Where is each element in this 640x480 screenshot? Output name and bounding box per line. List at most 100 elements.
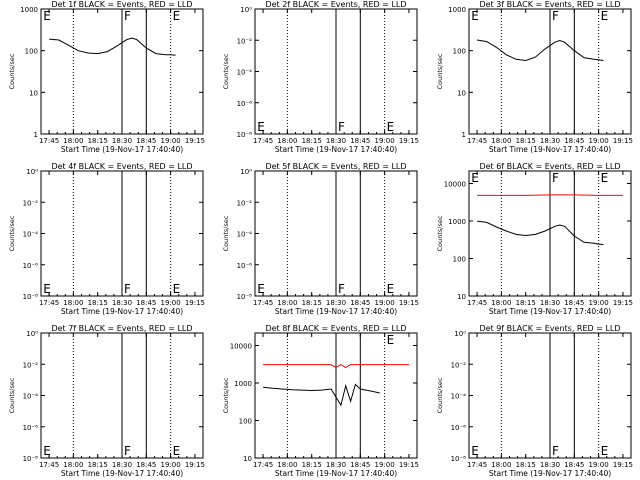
chart-title: Det 2f BLACK = Events, RED = LLD [265, 0, 406, 9]
event-marker: E [43, 282, 51, 296]
y-tick-label: 100 [25, 48, 38, 56]
y-tick-label: 10000 [230, 343, 252, 351]
y-tick-label: 10⁻⁴ [237, 231, 253, 239]
event-marker: E [471, 9, 479, 23]
x-tick-label: 18:45 [564, 299, 584, 307]
y-tick-label: 10⁻⁴ [23, 231, 39, 239]
y-axis-title: Counts/sec [436, 377, 444, 413]
x-tick-label: 17:45 [39, 299, 59, 307]
chart-title: Det 8f BLACK = Events, RED = LLD [265, 324, 406, 333]
x-tick-label: 18:00 [277, 461, 297, 469]
y-tick-label: 10⁻⁶ [23, 262, 39, 270]
x-tick-label: 17:45 [253, 137, 273, 145]
x-tick-label: 18:30 [326, 299, 346, 307]
chart-panel-2: Det 2f BLACK = Events, RED = LLD 17:45 18:… [222, 0, 419, 154]
x-tick-label: 18:00 [491, 137, 511, 145]
chart-title: Det 7f BLACK = Events, RED = LLD [51, 324, 192, 333]
x-axis-title: Start Time (19-Nov-17 17:40:40) [275, 307, 397, 316]
chart-panel-5: Det 5f BLACK = Events, RED = LLD 17:45 18:… [222, 162, 419, 316]
series-line-2 [477, 220, 604, 246]
y-tick-label: 10⁻⁶ [23, 424, 39, 432]
x-tick-label: 18:15 [516, 461, 536, 469]
y-axis-title: Counts/sec [222, 215, 230, 251]
y-tick-label: 10⁰ [240, 168, 252, 176]
event-marker: E [387, 120, 395, 134]
chart-title: Det 4f BLACK = Events, RED = LLD [51, 162, 192, 171]
x-tick-label: 19:00 [161, 299, 181, 307]
y-tick-label: 10⁻² [451, 361, 467, 369]
series-line-1 [477, 39, 604, 62]
event-marker: E [43, 9, 51, 23]
x-tick-label: 18:00 [491, 299, 511, 307]
chart-panel-6: Det 6f BLACK = Events, RED = LLD 17:45 18:… [436, 162, 633, 316]
y-tick-label: 10⁰ [26, 330, 38, 338]
x-axis-title: Start Time (19-Nov-17 17:40:40) [275, 469, 397, 478]
x-tick-label: 18:45 [350, 461, 370, 469]
y-axis-title: Counts/sec [8, 53, 16, 89]
y-tick-label: 10⁻⁸ [237, 131, 253, 139]
chart-title: Det 5f BLACK = Events, RED = LLD [265, 162, 406, 171]
x-tick-label: 18:45 [350, 299, 370, 307]
event-marker: E [601, 444, 609, 458]
y-tick-label: 1000 [20, 6, 38, 14]
chart-panel-7: Det 7f BLACK = Events, RED = LLD 17:45 18:… [8, 324, 205, 478]
x-tick-label: 18:15 [302, 461, 322, 469]
chart-title: Det 3f BLACK = Events, RED = LLD [479, 0, 620, 9]
x-axis-title: Start Time (19-Nov-17 17:40:40) [489, 307, 611, 316]
event-marker: E [601, 9, 609, 23]
x-tick-label: 18:45 [136, 137, 156, 145]
x-axis-title: Start Time (19-Nov-17 17:40:40) [61, 469, 183, 478]
x-axis-title: Start Time (19-Nov-17 17:40:40) [489, 145, 611, 154]
x-tick-label: 18:15 [516, 299, 536, 307]
x-tick-label: 18:00 [277, 299, 297, 307]
x-tick-label: 19:15 [613, 137, 633, 145]
event-marker: F [338, 282, 345, 296]
event-marker: F [124, 9, 131, 23]
x-tick-label: 18:45 [136, 299, 156, 307]
event-marker: E [601, 171, 609, 185]
event-marker: E [471, 171, 479, 185]
x-tick-label: 18:30 [540, 461, 560, 469]
x-tick-label: 18:00 [63, 299, 83, 307]
x-tick-label: 18:30 [326, 461, 346, 469]
x-tick-label: 18:30 [326, 137, 346, 145]
event-marker: E [471, 444, 479, 458]
y-tick-label: 10⁻⁶ [237, 100, 253, 108]
y-tick-label: 10⁰ [240, 6, 252, 14]
series-line-2 [263, 383, 380, 407]
x-tick-label: 18:15 [88, 137, 108, 145]
series-line-1 [477, 194, 623, 196]
y-axis-title: Counts/sec [222, 377, 230, 413]
x-axis-title: Start Time (19-Nov-17 17:40:40) [275, 145, 397, 154]
x-tick-label: 19:15 [613, 461, 633, 469]
y-tick-label: 1 [34, 131, 38, 139]
x-tick-label: 19:00 [589, 461, 609, 469]
x-tick-label: 18:30 [540, 299, 560, 307]
y-tick-label: 100 [453, 48, 466, 56]
x-tick-label: 18:45 [136, 461, 156, 469]
x-tick-label: 19:15 [399, 299, 419, 307]
y-axis-title: Counts/sec [8, 377, 16, 413]
x-tick-label: 18:15 [516, 137, 536, 145]
y-axis-title: Counts/sec [222, 53, 230, 89]
x-tick-label: 17:45 [253, 299, 273, 307]
chart-panel-1: Det 1f BLACK = Events, RED = LLD 17:45 18:… [8, 0, 205, 154]
y-tick-label: 10 [457, 89, 466, 97]
x-tick-label: 17:45 [253, 461, 273, 469]
y-tick-label: 10⁻⁶ [237, 262, 253, 270]
y-tick-label: 1000 [448, 218, 466, 226]
y-tick-label: 1000 [234, 380, 252, 388]
x-tick-label: 19:00 [589, 137, 609, 145]
chart-panel-8: Det 8f BLACK = Events, RED = LLD 17:45 18:… [222, 324, 419, 478]
x-tick-label: 18:15 [88, 461, 108, 469]
chart-panel-4: Det 4f BLACK = Events, RED = LLD 17:45 18:… [8, 162, 205, 316]
event-marker: E [387, 333, 395, 347]
series-line-1 [49, 37, 176, 56]
x-tick-label: 19:15 [613, 299, 633, 307]
series-line-1 [263, 364, 409, 369]
x-tick-label: 18:00 [277, 137, 297, 145]
event-marker: E [173, 9, 181, 23]
y-tick-label: 10⁰ [454, 330, 466, 338]
y-tick-label: 100 [239, 418, 252, 426]
